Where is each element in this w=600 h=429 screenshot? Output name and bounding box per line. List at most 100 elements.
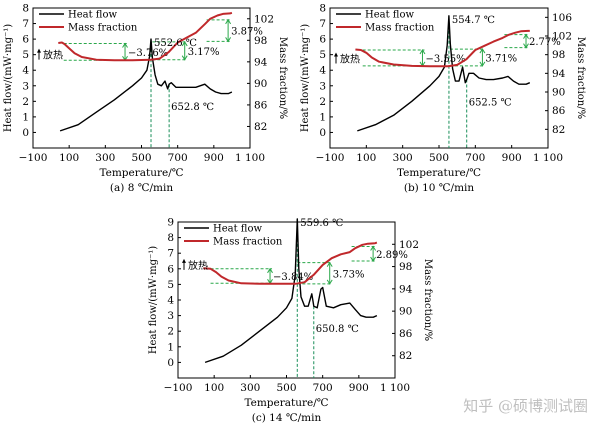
- x-tick-label: 900: [204, 152, 224, 164]
- x-tick-label: 100: [59, 152, 79, 164]
- step-arrow-head: [326, 279, 333, 285]
- peak-label: 554.7 ℃: [452, 15, 495, 26]
- y-left-tick-label: 5: [319, 49, 326, 61]
- step-arrow-head: [419, 49, 426, 55]
- step-arrow-head: [523, 33, 529, 39]
- step-arrow-head: [181, 55, 188, 61]
- x-tick-label: −100: [19, 152, 48, 164]
- x-tick-label: 300: [240, 382, 260, 394]
- exo-label: 放热: [43, 49, 63, 62]
- step-label: −3.76%: [128, 48, 168, 59]
- step-label: 3.87%: [231, 27, 263, 38]
- y-left-tick-label: 6: [167, 263, 174, 275]
- y-left-tick-label: 2: [22, 96, 29, 108]
- panel-caption: (a) 8 ℃/min: [110, 182, 173, 194]
- y-right-tick-label: 82: [254, 121, 267, 133]
- x-tick-label: −100: [164, 382, 193, 394]
- y-left-tick-label: 6: [319, 34, 326, 46]
- x-axis-label: Temperature/℃: [397, 167, 481, 179]
- y-right-tick-label: 90: [552, 87, 565, 99]
- y-left-tick-label: 0: [167, 357, 174, 369]
- step-arrow-head: [225, 18, 232, 25]
- step-arrow-head: [479, 61, 486, 67]
- y-left-tick-label: 3: [319, 80, 326, 92]
- step-arrow-head: [370, 256, 377, 262]
- y-left-axis-label: Heat flow/(mW·mg⁻¹): [3, 24, 14, 132]
- y-left-axis-label: Heat flow/(mW·mg⁻¹): [300, 24, 311, 132]
- y-left-tick-label: 5: [22, 49, 29, 61]
- x-tick-label: 1 100: [533, 152, 563, 164]
- y-left-tick-label: 5: [167, 279, 174, 291]
- y-right-tick-label: 98: [399, 261, 412, 273]
- y-right-tick-label: 102: [399, 239, 419, 251]
- plot-frame: [329, 7, 549, 149]
- x-tick-label: −100: [316, 152, 345, 164]
- exo-arrow-head: [182, 258, 186, 263]
- y-right-tick-label: 90: [254, 78, 267, 90]
- step-arrow-head: [122, 42, 128, 48]
- y-right-tick-label: 94: [399, 283, 413, 295]
- step-label: 3.71%: [485, 53, 517, 64]
- y-right-tick-label: 94: [254, 56, 268, 68]
- y-right-tick-label: 90: [399, 306, 412, 318]
- step-label: 3.17%: [188, 47, 220, 58]
- y-right-tick-label: 94: [552, 68, 566, 80]
- x-tick-label: 300: [393, 152, 413, 164]
- y-left-tick-label: 7: [319, 18, 326, 30]
- y-left-tick-label: 4: [167, 295, 174, 307]
- y-left-tick-label: 6: [22, 34, 29, 46]
- panel-caption: (c) 14 ℃/min: [252, 412, 322, 424]
- peak-label: 652.8 ℃: [171, 102, 214, 113]
- y-left-tick-label: 3: [22, 80, 29, 92]
- step-arrow-head: [326, 261, 333, 267]
- x-axis-label: Temperature/℃: [244, 397, 328, 409]
- exo-arrow-head: [334, 52, 338, 57]
- y-right-axis-label: Mass fraction/%: [277, 37, 288, 119]
- y-left-tick-label: 9: [167, 217, 174, 229]
- peak-label: 552.6 ℃: [154, 38, 197, 49]
- y-left-tick-label: 1: [167, 341, 174, 353]
- x-tick-label: 1 100: [235, 152, 265, 164]
- y-left-tick-label: 7: [22, 18, 29, 30]
- legend-mass-label: Mass fraction: [365, 23, 435, 34]
- step-arrow-head: [479, 48, 486, 54]
- y-left-tick-label: 8: [167, 232, 174, 244]
- step-arrow-head: [370, 245, 377, 251]
- legend-heat-label: Heat flow: [365, 10, 414, 21]
- x-tick-label: 900: [502, 152, 522, 164]
- y-right-tick-label: 98: [552, 49, 565, 61]
- x-tick-label: 500: [131, 152, 151, 164]
- y-left-tick-label: 1: [22, 111, 29, 123]
- peak-label: 559.6 ℃: [300, 218, 343, 229]
- x-tick-label: 100: [356, 152, 376, 164]
- x-tick-label: 300: [95, 152, 115, 164]
- y-left-axis-label: Heat flow/(mW·mg⁻¹): [148, 246, 159, 354]
- legend-heat-label: Heat flow: [213, 224, 262, 235]
- y-right-tick-label: 106: [552, 12, 572, 24]
- legend-mass-label: Mass fraction: [213, 237, 283, 248]
- step-arrow-head: [523, 43, 529, 49]
- y-right-tick-label: 102: [254, 13, 274, 25]
- panel-b-10c-per-min: −100 100 300 500 700 900 1 1000123456788286909…: [300, 3, 586, 195]
- peak-label: 652.5 ℃: [469, 98, 512, 109]
- heat-flow-line: [357, 15, 531, 132]
- y-left-tick-label: 4: [22, 65, 29, 77]
- y-left-tick-label: 4: [319, 65, 326, 77]
- step-arrow-head: [267, 267, 273, 274]
- step-label: 2.77%: [529, 37, 561, 48]
- panel-c-14c-per-min: −100 100 300 500 700 900 1 100 0 1 2 3 4 5 6 7 8 9 82 86 90…: [148, 217, 433, 425]
- heat-flow-line: [59, 38, 233, 132]
- y-right-tick-label: 82: [552, 124, 565, 136]
- step-label: 3.73%: [333, 269, 365, 280]
- y-left-tick-label: 8: [22, 3, 29, 15]
- y-left-tick-label: 0: [319, 127, 326, 139]
- x-tick-label: 900: [349, 382, 369, 394]
- x-tick-label: 700: [465, 152, 485, 164]
- y-left-tick-label: 7: [167, 248, 174, 260]
- exo-arrow-head: [37, 48, 41, 53]
- x-axis-label: Temperature/℃: [99, 167, 183, 179]
- y-left-tick-label: 0: [22, 127, 29, 139]
- exo-label: 放热: [340, 53, 360, 66]
- x-tick-label: 700: [313, 382, 333, 394]
